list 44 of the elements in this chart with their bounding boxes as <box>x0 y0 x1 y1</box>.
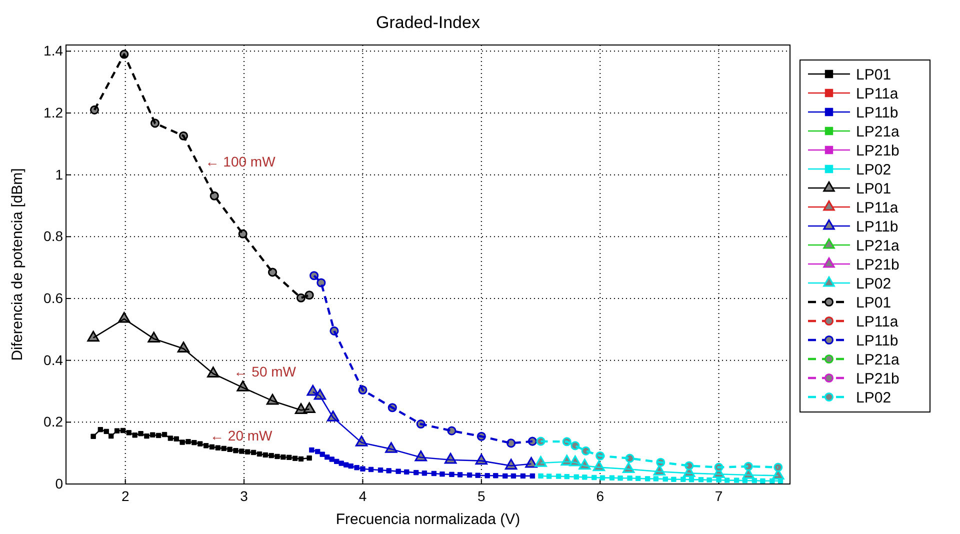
legend-label: LP21a <box>856 237 900 254</box>
y-axis-title: Diferencia de potencia [dBm] <box>9 168 26 361</box>
legend-label: LP21a <box>856 351 900 368</box>
y-tick-label: 0 <box>55 475 64 492</box>
legend-label: LP01 <box>856 294 892 312</box>
annotation: ← 100 mW <box>205 154 276 170</box>
point <box>774 462 783 472</box>
legend-label: LP11b <box>856 332 898 350</box>
annotation: ← 50 mW <box>234 363 297 380</box>
y-tick-label: 1 <box>55 166 64 182</box>
legend-label: LP02 <box>856 161 892 178</box>
legend-label: LP01 <box>856 66 892 84</box>
legend-label: LP02 <box>856 275 892 292</box>
legend-label: LP11a <box>856 85 899 102</box>
y-tick-label: 0.6 <box>44 290 64 306</box>
legend-label: LP01 <box>856 180 892 198</box>
x-tick-label: 7 <box>714 488 723 504</box>
annotation: ← 20 mW <box>210 428 274 444</box>
x-tick-label: 6 <box>596 488 604 504</box>
point <box>534 456 547 467</box>
point <box>538 473 544 479</box>
point <box>87 330 100 342</box>
legend-label: LP11a <box>856 313 899 330</box>
legend-label: LP11a <box>856 199 899 216</box>
point <box>303 402 316 414</box>
y-tick-label: 1.2 <box>44 104 64 120</box>
legend-label: LP11b <box>856 104 898 122</box>
legend-label: LP21b <box>856 256 900 274</box>
y-tick-label: 1.4 <box>44 42 64 59</box>
x-tick-label: 4 <box>358 488 367 504</box>
legend-label: LP21b <box>856 142 900 160</box>
chart-title: Graded-Index <box>376 13 480 32</box>
y-tick-label: 0.4 <box>44 352 64 368</box>
point <box>90 434 96 439</box>
x-axis-title: Frecuencia normalizada (V) <box>336 511 520 528</box>
x-tick-label: 2 <box>121 488 130 504</box>
y-tick-label: 0.8 <box>44 228 64 244</box>
legend-label: LP21b <box>856 370 900 388</box>
x-tick-label: 5 <box>478 488 486 504</box>
legend-label: LP21a <box>856 123 900 140</box>
y-tick-label: 0.2 <box>44 414 64 430</box>
x-tick-label: 3 <box>240 488 248 504</box>
legend-label: LP02 <box>856 389 892 406</box>
legend-label: LP11b <box>856 218 898 236</box>
